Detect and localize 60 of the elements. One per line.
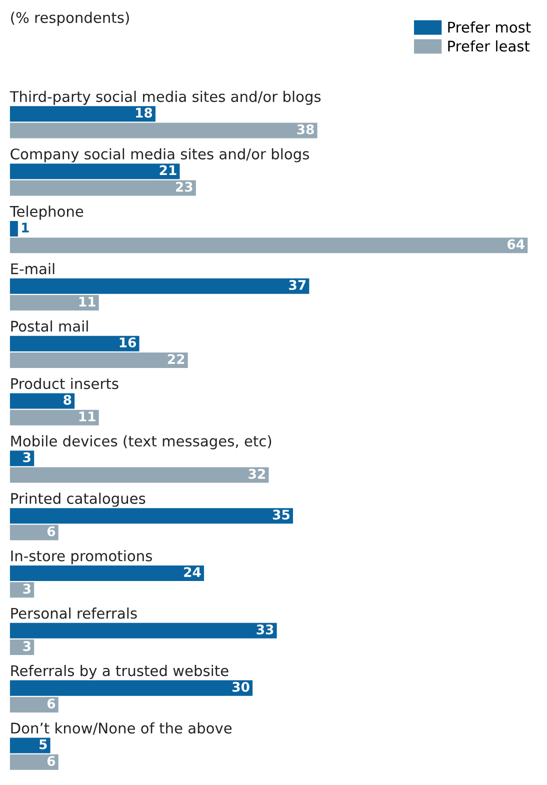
data-label: 22 (168, 354, 184, 364)
data-label: 8 (64, 394, 72, 405)
y-tick-label: Don’t know/None of the above (11, 722, 232, 735)
bar (10, 680, 253, 696)
bar (10, 220, 18, 236)
y-tick-label: In-store promotions (11, 550, 152, 564)
data-label: 33 (256, 624, 274, 634)
bar (10, 352, 188, 368)
data-label: 3 (23, 452, 30, 462)
data-label: 16 (120, 337, 136, 348)
data-label: 21 (160, 165, 176, 175)
legend-label: Prefer most (448, 21, 531, 33)
y-tick-label: Mobile devices (text messages, etc) (11, 435, 272, 450)
chart-subtitle: (% respondents) (11, 12, 129, 26)
bar (10, 738, 50, 754)
bar (10, 122, 318, 138)
bar (10, 508, 294, 524)
data-label: 30 (232, 682, 250, 692)
bar (10, 754, 58, 770)
bar (10, 393, 75, 409)
bar (10, 565, 204, 581)
data-label: 11 (79, 296, 96, 306)
y-tick-label: Personal referrals (11, 608, 137, 619)
data-label: 38 (297, 124, 314, 134)
bar (10, 410, 99, 426)
y-tick-label: E-mail (11, 263, 54, 274)
data-label: 6 (47, 526, 56, 536)
bar (10, 524, 58, 540)
y-tick-label: Referrals by a trusted website (11, 664, 228, 680)
data-label: 18 (136, 108, 152, 118)
data-label: 24 (184, 567, 201, 577)
y-tick-label: Printed catalogues (11, 492, 146, 507)
bar (10, 336, 140, 352)
data-label: 3 (23, 584, 30, 594)
data-label: 35 (272, 510, 290, 520)
data-label: 23 (176, 182, 192, 192)
data-label: 32 (248, 468, 266, 479)
data-label: 37 (289, 280, 306, 290)
bar (10, 106, 156, 122)
bar (10, 622, 277, 638)
data-label: 6 (47, 756, 56, 766)
legend-label: Prefer least (448, 40, 530, 52)
data-label: 3 (23, 641, 30, 652)
bar (10, 238, 528, 254)
data-label: 11 (79, 412, 96, 422)
bar (10, 278, 310, 294)
data-label: 1 (22, 222, 29, 232)
bar (10, 696, 58, 712)
data-label: 5 (40, 740, 47, 750)
data-label: 64 (508, 239, 524, 250)
y-tick-label: Telephone (10, 206, 84, 220)
y-tick-label: Third-party social media sites and/or blogs (10, 90, 321, 105)
data-label: 6 (47, 698, 56, 709)
y-tick-label: Product inserts (11, 378, 118, 390)
bar (10, 164, 180, 180)
bar (10, 180, 196, 196)
bar (10, 295, 99, 311)
bar (10, 467, 269, 483)
y-tick-label: Postal mail (11, 320, 88, 332)
y-tick-label: Company social media sites and/or blogs (10, 148, 309, 162)
